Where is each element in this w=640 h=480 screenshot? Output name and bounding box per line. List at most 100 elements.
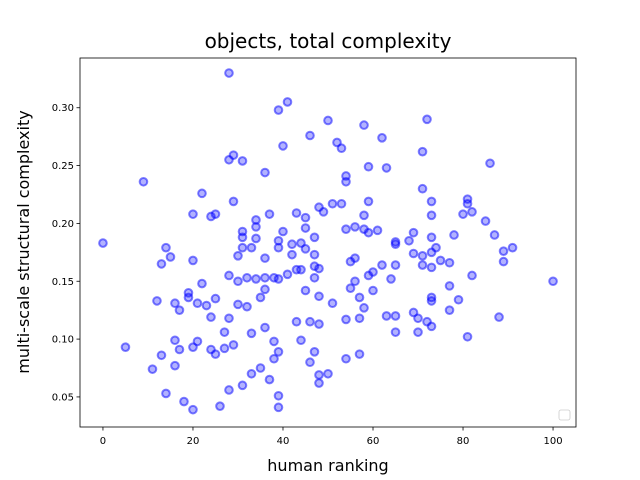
point xyxy=(170,335,180,346)
point xyxy=(368,267,378,277)
point xyxy=(197,278,207,289)
point xyxy=(260,167,270,178)
point xyxy=(336,143,347,154)
point xyxy=(548,276,558,287)
point xyxy=(363,196,374,207)
point xyxy=(237,156,248,166)
point xyxy=(273,347,284,357)
point xyxy=(377,133,387,143)
point xyxy=(449,230,459,240)
point xyxy=(152,296,162,306)
point xyxy=(228,196,239,207)
y-tick-label: 0.05 xyxy=(52,392,74,403)
point xyxy=(228,340,239,350)
plot-frame xyxy=(79,57,577,428)
point xyxy=(323,368,333,379)
point xyxy=(147,364,158,374)
point xyxy=(188,255,198,266)
point xyxy=(354,313,365,324)
point xyxy=(462,331,473,342)
point xyxy=(282,269,293,280)
point xyxy=(413,327,423,337)
point xyxy=(237,380,248,391)
point xyxy=(174,344,185,355)
point xyxy=(273,402,284,413)
point xyxy=(251,274,261,284)
point xyxy=(291,316,302,327)
chart-title: objects, total complexity xyxy=(205,29,452,53)
point xyxy=(435,255,446,266)
point xyxy=(390,239,401,250)
point xyxy=(386,274,396,284)
point xyxy=(269,336,279,347)
point xyxy=(341,176,351,187)
point xyxy=(183,292,194,303)
point xyxy=(174,305,185,315)
point xyxy=(462,194,473,204)
x-tick-label: 40 xyxy=(277,436,290,447)
point xyxy=(314,370,324,380)
point xyxy=(444,305,455,315)
point xyxy=(287,239,297,250)
point xyxy=(368,285,378,296)
point xyxy=(255,363,266,373)
point xyxy=(422,114,432,125)
point xyxy=(507,242,518,253)
point xyxy=(224,270,234,281)
point xyxy=(188,209,198,219)
point xyxy=(233,299,243,310)
point xyxy=(282,97,293,107)
x-tick-label: 0 xyxy=(100,436,106,447)
point xyxy=(264,209,275,219)
point xyxy=(300,244,311,254)
point xyxy=(309,232,320,243)
point xyxy=(287,249,297,260)
point xyxy=(224,313,234,324)
point xyxy=(413,313,423,324)
point xyxy=(260,284,270,295)
point xyxy=(237,232,248,243)
y-tick-label: 0.25 xyxy=(52,161,74,172)
point xyxy=(323,115,333,126)
point xyxy=(417,183,428,194)
point xyxy=(300,223,311,233)
x-tick-label: 80 xyxy=(457,436,470,447)
point xyxy=(170,360,180,371)
y-tick-label: 0.10 xyxy=(52,335,74,346)
point xyxy=(417,260,428,270)
y-axis-label: multi-scale structural complexity xyxy=(14,110,33,373)
point xyxy=(161,388,171,399)
point xyxy=(467,270,477,281)
point xyxy=(417,251,428,261)
point xyxy=(327,198,338,209)
x-tick-label: 60 xyxy=(367,436,380,447)
point xyxy=(467,207,477,217)
point xyxy=(498,256,509,267)
point xyxy=(444,281,455,291)
point xyxy=(390,327,401,337)
point xyxy=(161,242,171,253)
point xyxy=(233,251,243,261)
point xyxy=(201,300,212,311)
point xyxy=(444,257,455,268)
point xyxy=(314,319,324,329)
point xyxy=(206,312,216,322)
point xyxy=(309,272,320,283)
x-tick-label: 20 xyxy=(187,436,200,447)
point xyxy=(246,328,257,339)
point xyxy=(314,263,324,274)
point xyxy=(219,343,230,354)
point xyxy=(404,235,414,246)
point xyxy=(291,208,302,218)
point xyxy=(170,298,180,309)
point xyxy=(264,374,275,385)
point xyxy=(98,238,108,248)
point xyxy=(341,314,351,325)
point xyxy=(260,272,270,283)
point xyxy=(255,292,266,303)
point xyxy=(300,285,311,296)
point xyxy=(197,188,207,199)
point xyxy=(345,283,356,293)
point xyxy=(269,353,279,364)
